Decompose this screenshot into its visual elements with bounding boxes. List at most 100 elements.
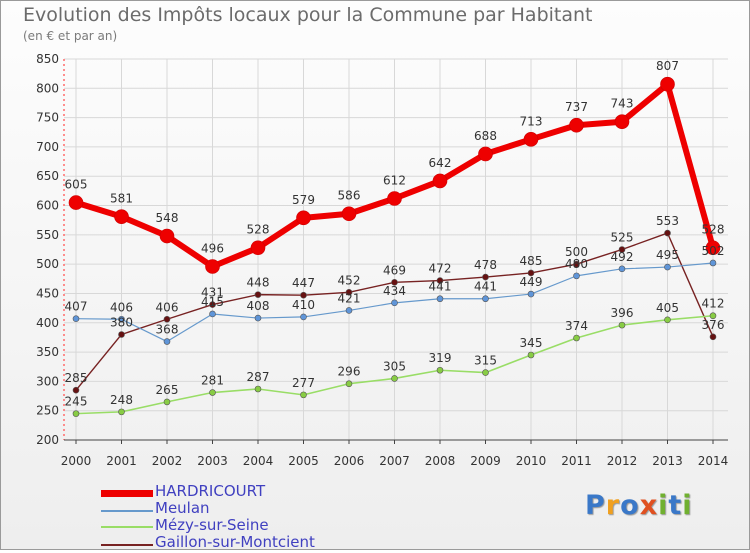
data-label: 737 <box>565 100 588 114</box>
y-tick-label: 750 <box>36 111 59 125</box>
data-point <box>118 315 125 323</box>
data-point <box>569 117 584 133</box>
data-point <box>300 313 307 321</box>
axes: 200 250 300 350 400 450 500 550 600 650 700 750 800 8… <box>36 52 728 468</box>
x-tick-label: 2009 <box>470 454 501 468</box>
legend-label: Gaillon-sur-Montcient <box>155 533 315 551</box>
x-tick-label: 2006 <box>334 454 365 468</box>
logo-letter: i <box>658 490 669 521</box>
data-point <box>573 260 580 268</box>
data-point <box>705 240 721 256</box>
data-label: 285 <box>65 371 88 385</box>
data-point <box>341 206 357 222</box>
data-label: 277 <box>292 376 315 390</box>
data-label: 495 <box>656 248 679 262</box>
x-tick-label: 2008 <box>425 454 456 468</box>
data-label: 441 <box>429 280 452 294</box>
data-label: 612 <box>383 174 406 188</box>
data-point <box>345 380 353 388</box>
data-point <box>163 338 171 345</box>
x-tick-label: 2013 <box>652 454 683 468</box>
data-point <box>72 410 80 417</box>
data-label: 319 <box>429 351 452 365</box>
legend-label: HARDRICOURT <box>155 482 266 500</box>
data-label: 579 <box>292 193 315 207</box>
data-point <box>618 246 626 253</box>
x-tick-label: 2010 <box>516 454 547 468</box>
legend-swatch <box>101 544 153 546</box>
data-point <box>573 272 580 280</box>
legend-swatch <box>101 526 153 528</box>
data-label: 305 <box>383 359 406 373</box>
data-label: 441 <box>474 280 497 294</box>
data-label: 368 <box>156 323 179 337</box>
data-point <box>664 263 671 271</box>
data-point <box>254 385 262 393</box>
data-point <box>664 316 671 324</box>
data-label: 642 <box>429 156 452 170</box>
data-label: 315 <box>474 354 497 368</box>
chart-subtitle: (en € et par an) <box>23 29 118 43</box>
data-label: 449 <box>520 275 543 289</box>
data-point <box>432 173 448 189</box>
y-tick-label: 650 <box>36 169 59 183</box>
logo-letter: x <box>639 490 659 521</box>
proxiti-logo: Proxiti <box>585 490 693 521</box>
data-label: 412 <box>702 297 725 311</box>
x-tick-label: 2011 <box>561 454 592 468</box>
legend-swatch <box>101 490 153 497</box>
data-point <box>163 398 171 406</box>
data-point <box>209 301 216 308</box>
y-tick-label: 600 <box>36 199 59 213</box>
data-point <box>118 331 125 338</box>
data-label: 605 <box>65 178 88 192</box>
legend-label: Meulan <box>155 499 210 517</box>
y-tick-label: 850 <box>36 52 59 66</box>
logo-letter: P <box>585 490 606 521</box>
x-tick-label: 2007 <box>379 454 410 468</box>
data-label: 296 <box>338 365 361 379</box>
data-point <box>436 366 444 374</box>
data-point <box>205 259 220 274</box>
data-point <box>436 277 444 284</box>
data-label: 743 <box>611 97 634 111</box>
data-label: 408 <box>247 299 270 313</box>
data-point <box>391 375 398 382</box>
data-point <box>254 291 262 298</box>
data-label: 581 <box>110 192 133 206</box>
data-point <box>709 333 717 341</box>
data-label: 281 <box>201 374 224 388</box>
data-point <box>345 288 353 296</box>
y-tick-label: 200 <box>36 433 59 447</box>
legend-label: Mézy-sur-Seine <box>155 516 269 534</box>
data-point <box>300 391 307 399</box>
data-point <box>709 259 717 267</box>
data-point <box>614 114 630 130</box>
data-point <box>391 299 398 307</box>
data-point <box>664 229 671 237</box>
data-label: 553 <box>656 214 679 228</box>
x-tick-label: 2001 <box>106 454 137 468</box>
data-point <box>345 307 353 314</box>
data-label: 345 <box>520 336 543 350</box>
data-label: 480 <box>565 257 588 271</box>
data-label: 478 <box>474 258 497 272</box>
y-tick-label: 450 <box>36 286 59 300</box>
data-label: 406 <box>156 300 179 314</box>
data-point <box>250 240 266 256</box>
data-point <box>114 209 129 224</box>
data-label: 376 <box>702 318 725 332</box>
data-point <box>527 269 535 277</box>
data-point <box>436 295 444 303</box>
legend-swatch <box>101 510 153 512</box>
x-tick-label: 2014 <box>698 454 729 468</box>
data-label: 528 <box>702 223 725 237</box>
data-point <box>300 291 307 299</box>
y-tick-label: 700 <box>36 140 59 154</box>
data-label: 434 <box>383 284 406 298</box>
data-label: 469 <box>383 263 406 277</box>
data-point <box>573 334 580 342</box>
data-label: 525 <box>611 231 634 245</box>
data-label: 586 <box>338 189 361 203</box>
data-label: 496 <box>201 241 224 255</box>
